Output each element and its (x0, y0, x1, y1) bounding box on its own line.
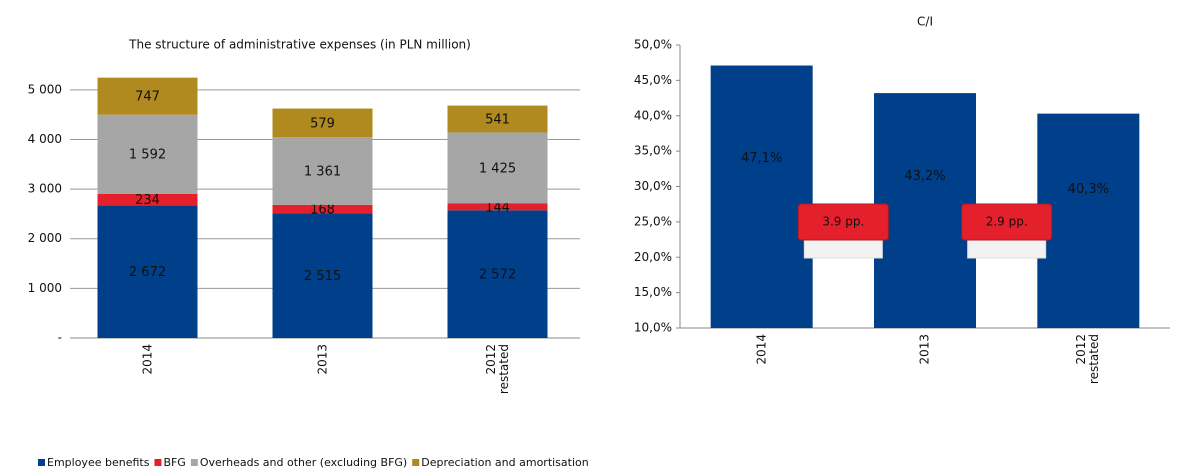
legend-swatch (190, 459, 198, 466)
y-tick-label: 3 000 (28, 182, 62, 196)
data-label: 40,3% (1068, 182, 1109, 197)
data-label: 234 (135, 193, 160, 208)
bar (874, 93, 976, 328)
y-tick-label: 10,0% (634, 321, 672, 335)
y-tick-label: 20,0% (634, 250, 672, 264)
data-label: 168 (310, 202, 335, 217)
y-tick-label: 45,0% (634, 73, 672, 87)
bar (1037, 113, 1140, 328)
x-tick-label: 2013 (315, 344, 329, 375)
y-tick-label: 15,0% (634, 285, 672, 299)
bar (97, 193, 198, 206)
bar (272, 108, 373, 138)
x-tick-label: 2012 restated (1074, 334, 1102, 385)
y-tick-label: 1 000 (28, 281, 62, 295)
data-label: 43,2% (904, 169, 945, 184)
bar (447, 105, 548, 133)
bar (447, 203, 548, 211)
bar (97, 205, 198, 338)
x-tick-label: 2013 (917, 334, 932, 365)
bar (97, 77, 198, 115)
x-tick-label: 2014 (754, 334, 769, 365)
legend-label: Depreciation and amortisation (421, 456, 589, 468)
bar (272, 137, 373, 205)
data-label: 47,1% (741, 151, 782, 166)
bar (710, 65, 813, 328)
data-label: 1 592 (129, 148, 166, 163)
y-tick-label: 2 000 (28, 231, 62, 245)
y-tick-label: 4 000 (28, 132, 62, 146)
data-label: 1 361 (304, 165, 341, 180)
legend-swatch (38, 459, 45, 466)
y-tick-label: 40,0% (634, 108, 672, 122)
y-tick-label: 25,0% (634, 214, 672, 228)
data-label: 579 (310, 116, 335, 131)
data-label: 144 (485, 200, 510, 215)
annotation: 2.9 pp. (986, 215, 1028, 229)
data-label: 541 (485, 113, 510, 128)
y-tick-label: 30,0% (634, 179, 672, 193)
y-tick-label: 5 000 (28, 82, 62, 96)
bar (447, 210, 548, 338)
x-tick-label: 2012 restated (483, 344, 511, 395)
data-label: 2 515 (304, 269, 341, 284)
annotation: 3.9 pp. (822, 215, 864, 229)
y-tick-label: 50,0% (634, 38, 672, 52)
chart-title: The structure of administrative expenses… (128, 38, 471, 52)
data-label: 2 572 (479, 268, 516, 283)
legend-label: Employee benefits (47, 456, 150, 468)
chart-title: C/I (917, 15, 933, 29)
y-tick-label: 35,0% (634, 144, 672, 158)
annotation-box (797, 203, 889, 241)
x-tick-label: 2014 (140, 344, 154, 375)
data-label: 2 672 (129, 265, 166, 280)
bar (97, 114, 198, 194)
y-tick-label: - (58, 331, 62, 345)
data-label: 747 (135, 90, 160, 105)
data-label: 1 425 (479, 161, 516, 176)
legend-swatch (154, 459, 162, 466)
bar (272, 213, 373, 338)
legend-label: Overheads and other (excluding BFG) (200, 456, 407, 468)
legend-swatch (412, 459, 420, 466)
bar (272, 204, 373, 214)
legend-label: BFG (163, 456, 185, 468)
bar (447, 132, 548, 204)
annotation-box (961, 203, 1053, 241)
